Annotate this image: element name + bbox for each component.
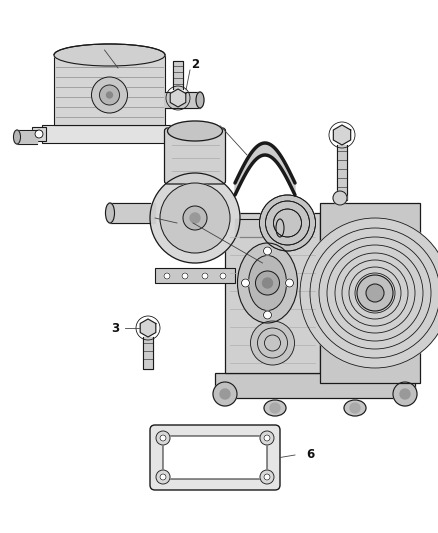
Ellipse shape <box>237 243 297 323</box>
Polygon shape <box>235 219 280 237</box>
Circle shape <box>180 130 188 138</box>
Polygon shape <box>235 143 295 195</box>
Text: 1: 1 <box>114 56 122 69</box>
Bar <box>155 268 235 283</box>
Circle shape <box>164 273 170 279</box>
Circle shape <box>106 92 113 98</box>
Ellipse shape <box>14 130 21 144</box>
Bar <box>32 127 46 141</box>
Polygon shape <box>333 125 351 145</box>
Circle shape <box>220 273 226 279</box>
Circle shape <box>286 279 293 287</box>
Text: 2: 2 <box>191 59 199 71</box>
Circle shape <box>99 85 120 105</box>
Circle shape <box>260 431 274 445</box>
Ellipse shape <box>106 203 114 223</box>
Polygon shape <box>17 130 37 144</box>
Circle shape <box>183 206 207 230</box>
Text: 6: 6 <box>306 448 314 462</box>
Circle shape <box>150 173 240 263</box>
FancyBboxPatch shape <box>150 425 280 490</box>
FancyBboxPatch shape <box>165 128 226 184</box>
Ellipse shape <box>196 92 204 108</box>
Ellipse shape <box>344 400 366 416</box>
Circle shape <box>400 389 410 399</box>
Ellipse shape <box>276 219 284 237</box>
Circle shape <box>333 191 347 205</box>
Ellipse shape <box>167 121 223 141</box>
Circle shape <box>262 278 272 288</box>
Circle shape <box>259 195 315 251</box>
Circle shape <box>270 403 280 413</box>
Bar <box>215 373 415 398</box>
Circle shape <box>160 435 166 441</box>
Polygon shape <box>173 61 183 89</box>
Ellipse shape <box>54 44 165 66</box>
Text: 3: 3 <box>111 321 119 335</box>
Circle shape <box>393 382 417 406</box>
Circle shape <box>220 389 230 399</box>
Circle shape <box>350 403 360 413</box>
Polygon shape <box>165 92 200 108</box>
Circle shape <box>357 275 393 311</box>
Circle shape <box>92 77 127 113</box>
Polygon shape <box>110 203 155 223</box>
Circle shape <box>255 271 279 295</box>
Circle shape <box>251 321 294 365</box>
Circle shape <box>264 474 270 480</box>
Circle shape <box>264 311 272 319</box>
Circle shape <box>156 470 170 484</box>
Polygon shape <box>143 337 153 369</box>
Circle shape <box>260 470 274 484</box>
Bar <box>225 213 320 373</box>
Text: 8: 8 <box>251 149 259 161</box>
Bar <box>54 55 165 125</box>
Circle shape <box>35 130 43 138</box>
Polygon shape <box>140 319 156 337</box>
Circle shape <box>213 382 237 406</box>
Circle shape <box>160 474 166 480</box>
Text: 4: 4 <box>161 216 169 230</box>
Circle shape <box>241 279 250 287</box>
Circle shape <box>156 431 170 445</box>
Circle shape <box>202 273 208 279</box>
Bar <box>173 127 187 141</box>
Bar <box>320 203 420 383</box>
Ellipse shape <box>248 255 286 311</box>
Bar <box>42 125 177 143</box>
Circle shape <box>182 273 188 279</box>
FancyBboxPatch shape <box>163 436 267 479</box>
Circle shape <box>160 183 230 253</box>
Text: 4: 4 <box>171 216 179 230</box>
Circle shape <box>264 435 270 441</box>
Circle shape <box>366 284 384 302</box>
Polygon shape <box>337 145 347 200</box>
Ellipse shape <box>264 400 286 416</box>
Circle shape <box>190 213 200 223</box>
Circle shape <box>300 218 438 368</box>
Polygon shape <box>170 89 186 107</box>
Circle shape <box>264 247 272 255</box>
